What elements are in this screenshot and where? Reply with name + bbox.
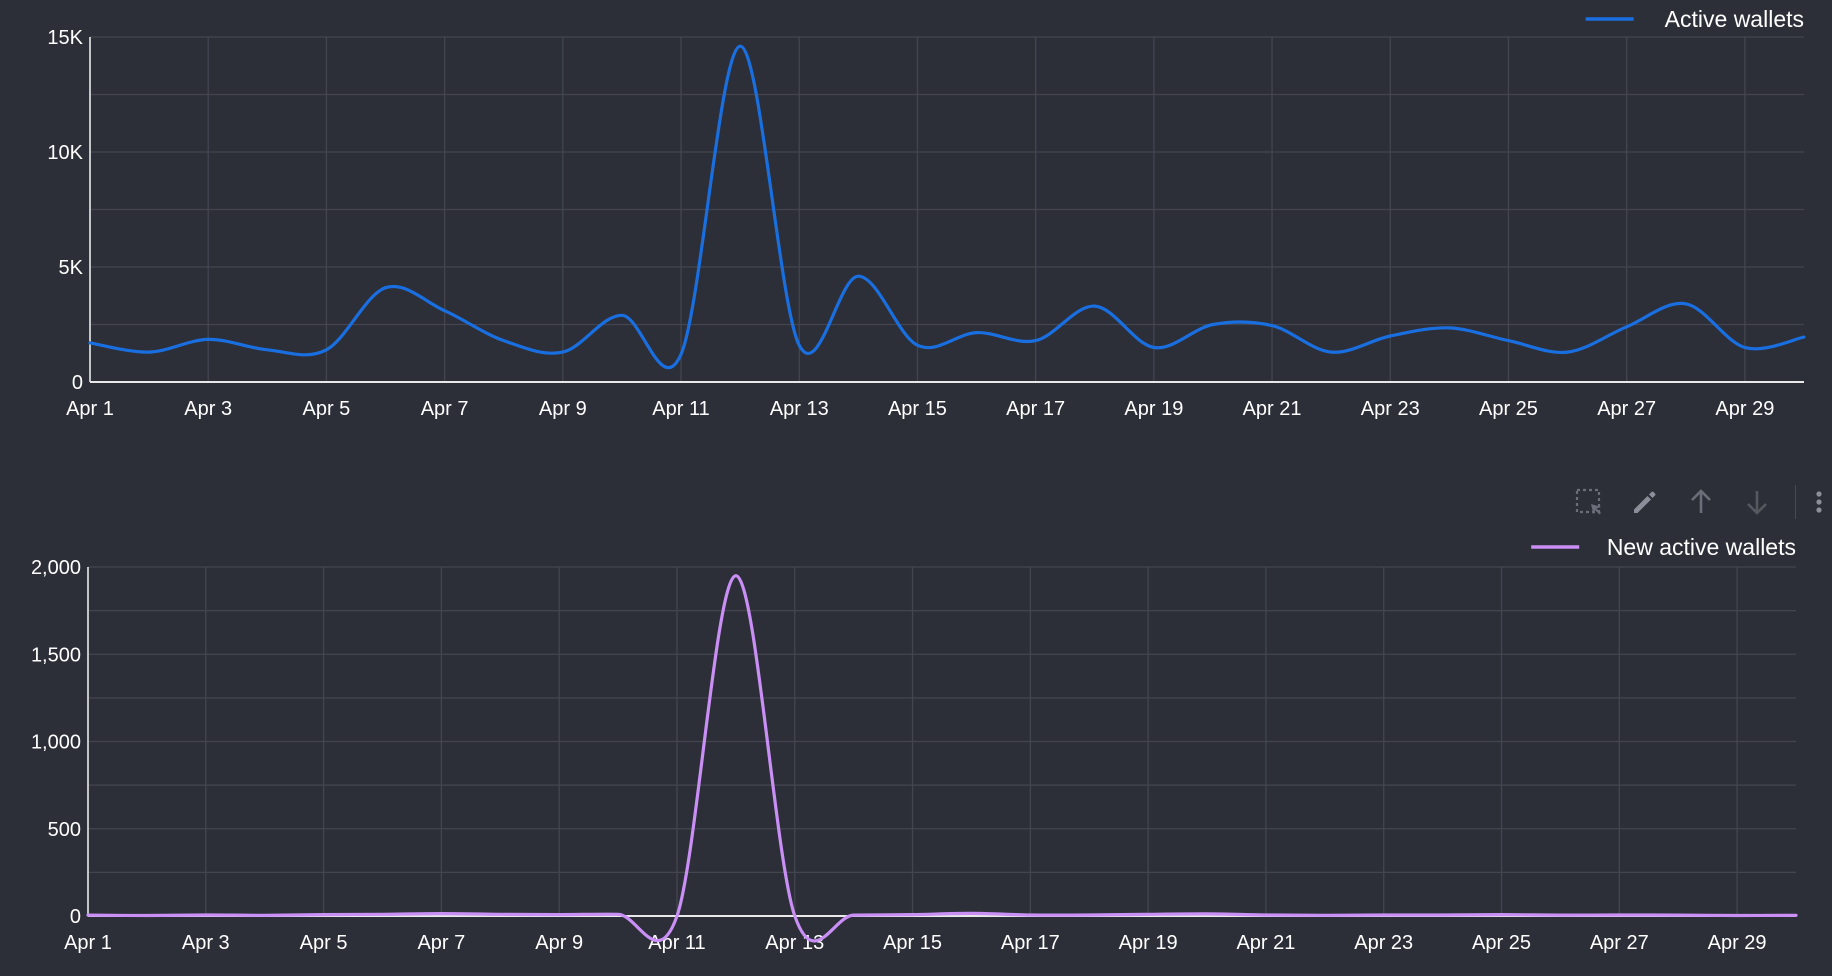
x-tick-label: Apr 9 bbox=[539, 398, 587, 420]
x-tick-label: Apr 5 bbox=[300, 932, 348, 954]
active-wallets-chart: 0 5K 10K 15K Apr 1 Apr 3 Apr 5 Apr 7 Apr 9 Apr 11… bbox=[47, 6, 1806, 420]
chart-toolbar bbox=[1561, 480, 1832, 524]
x-tick-label: Apr 23 bbox=[1354, 932, 1413, 954]
y-tick-label: 5K bbox=[59, 257, 84, 279]
toolbar-divider bbox=[1795, 485, 1796, 519]
x-tick-label: Apr 3 bbox=[184, 398, 232, 420]
x-tick-label: Apr 3 bbox=[182, 932, 230, 954]
edit-button[interactable] bbox=[1617, 480, 1673, 524]
x-tick-label: Apr 19 bbox=[1119, 932, 1178, 954]
legend-label: Active wallets bbox=[1665, 6, 1804, 32]
arrow-up-icon bbox=[1691, 489, 1711, 513]
x-tick-label: Apr 13 bbox=[770, 398, 829, 420]
x-tick-label: Apr 19 bbox=[1124, 398, 1183, 420]
x-tick-label: Apr 21 bbox=[1236, 932, 1295, 954]
x-tick-label: Apr 25 bbox=[1472, 932, 1531, 954]
legend-label: New active wallets bbox=[1607, 534, 1796, 560]
x-tick-label: Apr 21 bbox=[1243, 398, 1302, 420]
y-tick-label: 15K bbox=[47, 27, 83, 49]
x-tick-label: Apr 13 bbox=[765, 932, 824, 954]
x-tick-label: Apr 27 bbox=[1597, 398, 1656, 420]
arrow-down-icon bbox=[1747, 491, 1767, 515]
more-vertical-icon bbox=[1816, 491, 1822, 513]
y-tick-label: 0 bbox=[72, 372, 83, 394]
move-down-button[interactable] bbox=[1729, 480, 1785, 524]
x-tick-label: Apr 9 bbox=[535, 932, 583, 954]
x-tick-label: Apr 1 bbox=[64, 932, 112, 954]
x-tick-label: Apr 7 bbox=[421, 398, 469, 420]
pencil-icon bbox=[1634, 491, 1656, 513]
y-tick-label: 10K bbox=[47, 142, 83, 164]
select-area-icon bbox=[1575, 488, 1601, 515]
select-area-button[interactable] bbox=[1561, 480, 1617, 524]
y-tick-label: 1,500 bbox=[31, 644, 81, 666]
x-tick-label: Apr 11 bbox=[652, 398, 709, 420]
new-active-wallets-chart: 0 500 1,000 1,500 2,000 Apr 1 Apr 3 Apr 5 Apr 7 A… bbox=[31, 534, 1798, 954]
x-tick-label: Apr 27 bbox=[1590, 932, 1649, 954]
series-line bbox=[88, 44, 1806, 370]
x-tick-label: Apr 7 bbox=[417, 932, 465, 954]
x-tick-label: Apr 15 bbox=[883, 932, 942, 954]
y-tick-label: 2,000 bbox=[31, 557, 81, 579]
x-tick-label: Apr 17 bbox=[1006, 398, 1065, 420]
x-tick-label: Apr 29 bbox=[1708, 932, 1767, 954]
x-tick-label: Apr 25 bbox=[1479, 398, 1538, 420]
x-tick-label: Apr 1 bbox=[66, 398, 114, 420]
y-tick-label: 0 bbox=[70, 906, 81, 928]
x-tick-label: Apr 11 bbox=[648, 932, 705, 954]
x-tick-label: Apr 23 bbox=[1361, 398, 1420, 420]
x-tick-label: Apr 29 bbox=[1715, 398, 1774, 420]
y-tick-label: 1,000 bbox=[31, 732, 81, 754]
series-line bbox=[86, 574, 1798, 943]
x-tick-label: Apr 17 bbox=[1001, 932, 1060, 954]
x-tick-label: Apr 5 bbox=[303, 398, 351, 420]
y-tick-label: 500 bbox=[48, 819, 81, 841]
more-options-button[interactable] bbox=[1806, 480, 1832, 524]
move-up-button[interactable] bbox=[1673, 480, 1729, 524]
x-tick-label: Apr 15 bbox=[888, 398, 947, 420]
